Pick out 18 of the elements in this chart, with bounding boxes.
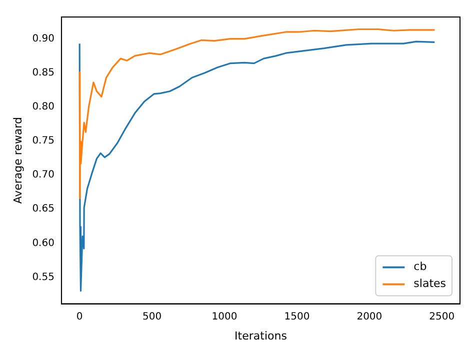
y-tick-label: 0.85 [32,67,54,78]
x-tick-label: 0 [76,311,83,322]
x-tick-label: 500 [142,311,162,322]
y-tick-label: 0.70 [32,170,54,181]
x-axis-title: Iterations [234,329,288,342]
x-tick-label: 2000 [356,311,382,322]
y-tick-label: 0.75 [32,136,54,147]
y-tick-label: 0.55 [32,272,54,283]
x-tick-label: 1500 [284,311,310,322]
x-tick-label: 2500 [429,311,455,322]
y-tick-label: 0.65 [32,204,54,215]
y-tick-label: 0.60 [32,238,54,249]
x-tick-label: 1000 [212,311,238,322]
legend-label: cb [414,260,427,274]
y-tick-label: 0.90 [32,33,54,44]
y-tick-label: 0.80 [32,102,54,113]
y-axis-title: Average reward [11,117,24,204]
legend-label: slates [414,277,446,290]
